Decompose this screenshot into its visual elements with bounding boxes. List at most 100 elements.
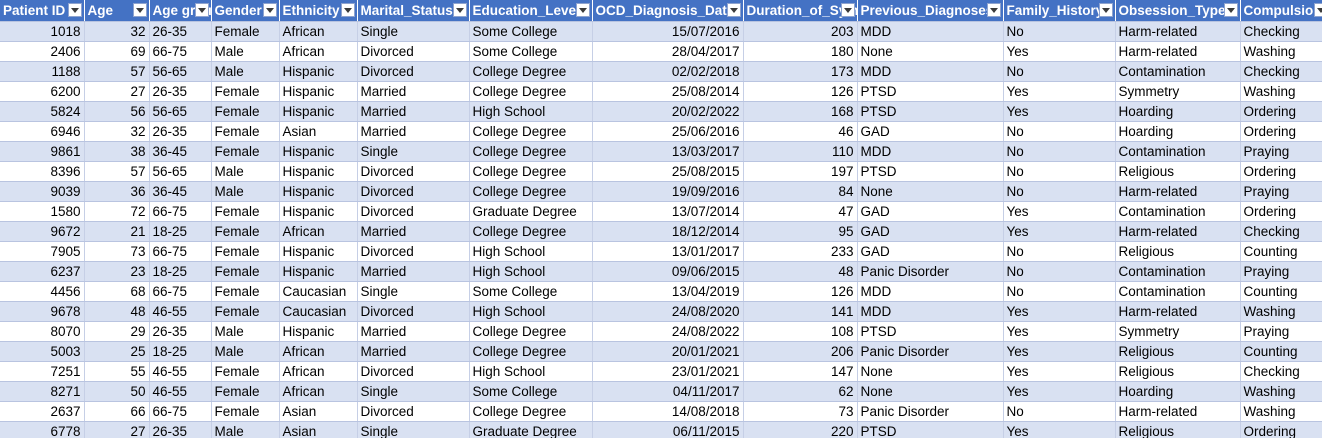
cell[interactable]: 29 (84, 321, 150, 342)
cell[interactable]: 110 (743, 141, 858, 162)
column-header-4[interactable]: Ethnicity (279, 0, 358, 22)
cell[interactable]: College Degree (469, 341, 593, 362)
cell[interactable]: Ordering (1240, 201, 1322, 222)
cell[interactable]: Checking (1240, 221, 1322, 242)
column-header-10[interactable]: Family_History (1003, 0, 1116, 22)
cell[interactable]: 38 (84, 141, 150, 162)
filter-dropdown-icon[interactable] (1223, 3, 1238, 17)
cell[interactable]: 18-25 (149, 221, 212, 242)
cell[interactable]: 55 (84, 361, 150, 382)
cell[interactable]: Counting (1240, 281, 1322, 302)
filter-dropdown-icon[interactable] (1098, 3, 1113, 17)
cell[interactable]: College Degree (469, 81, 593, 102)
cell[interactable]: Checking (1240, 21, 1322, 42)
cell[interactable]: 32 (84, 121, 150, 142)
cell[interactable]: 23 (84, 261, 150, 282)
cell[interactable]: Female (211, 81, 280, 102)
cell[interactable]: Hoarding (1115, 121, 1241, 142)
cell[interactable]: PTSD (857, 321, 1004, 342)
cell[interactable]: Washing (1240, 81, 1322, 102)
cell[interactable]: 25/08/2014 (592, 81, 744, 102)
cell[interactable]: College Degree (469, 321, 593, 342)
cell[interactable]: MDD (857, 21, 1004, 42)
cell[interactable]: African (279, 41, 358, 62)
cell[interactable]: Religious (1115, 161, 1241, 182)
cell[interactable]: African (279, 221, 358, 242)
cell[interactable]: 66-75 (149, 201, 212, 222)
cell[interactable]: College Degree (469, 181, 593, 202)
filter-dropdown-icon[interactable] (262, 3, 277, 17)
cell[interactable]: Female (211, 121, 280, 142)
cell[interactable]: Religious (1115, 241, 1241, 262)
cell[interactable]: 46-55 (149, 361, 212, 382)
cell[interactable]: 173 (743, 61, 858, 82)
cell[interactable]: Yes (1003, 301, 1116, 322)
cell[interactable]: 57 (84, 161, 150, 182)
cell[interactable]: 9861 (0, 141, 85, 162)
cell[interactable]: Some College (469, 21, 593, 42)
cell[interactable]: Some College (469, 41, 593, 62)
cell[interactable]: Yes (1003, 421, 1116, 438)
cell[interactable]: 126 (743, 281, 858, 302)
cell[interactable]: 8271 (0, 381, 85, 402)
filter-dropdown-icon[interactable] (840, 3, 855, 17)
cell[interactable]: 19/09/2016 (592, 181, 744, 202)
cell[interactable]: 8070 (0, 321, 85, 342)
cell[interactable]: 25/06/2016 (592, 121, 744, 142)
cell[interactable]: 95 (743, 221, 858, 242)
cell[interactable]: 21 (84, 221, 150, 242)
column-header-2[interactable]: Age group (149, 0, 212, 22)
cell[interactable]: 48 (743, 261, 858, 282)
cell[interactable]: Male (211, 321, 280, 342)
cell[interactable]: 13/07/2014 (592, 201, 744, 222)
cell[interactable]: Female (211, 241, 280, 262)
cell[interactable]: No (1003, 161, 1116, 182)
cell[interactable]: Hispanic (279, 321, 358, 342)
cell[interactable]: 24/08/2020 (592, 301, 744, 322)
cell[interactable]: No (1003, 281, 1116, 302)
cell[interactable]: 06/11/2015 (592, 421, 744, 438)
cell[interactable]: Married (357, 81, 470, 102)
cell[interactable]: Male (211, 161, 280, 182)
cell[interactable]: High School (469, 301, 593, 322)
cell[interactable]: No (1003, 141, 1116, 162)
cell[interactable]: No (1003, 241, 1116, 262)
cell[interactable]: Asian (279, 401, 358, 422)
cell[interactable]: College Degree (469, 221, 593, 242)
filter-dropdown-icon[interactable] (726, 3, 741, 17)
cell[interactable]: 66-75 (149, 241, 212, 262)
cell[interactable]: College Degree (469, 121, 593, 142)
cell[interactable]: Counting (1240, 241, 1322, 262)
cell[interactable]: GAD (857, 221, 1004, 242)
cell[interactable]: High School (469, 261, 593, 282)
cell[interactable]: Female (211, 381, 280, 402)
cell[interactable]: Panic Disorder (857, 261, 1004, 282)
cell[interactable]: 04/11/2017 (592, 381, 744, 402)
cell[interactable]: Ordering (1240, 101, 1322, 122)
cell[interactable]: 13/04/2019 (592, 281, 744, 302)
cell[interactable]: Hispanic (279, 141, 358, 162)
cell[interactable]: PTSD (857, 101, 1004, 122)
cell[interactable]: 73 (84, 241, 150, 262)
cell[interactable]: PTSD (857, 81, 1004, 102)
cell[interactable]: 6778 (0, 421, 85, 438)
cell[interactable]: Ordering (1240, 121, 1322, 142)
cell[interactable]: Single (357, 281, 470, 302)
cell[interactable]: Female (211, 221, 280, 242)
cell[interactable]: 46-55 (149, 381, 212, 402)
cell[interactable]: 66-75 (149, 281, 212, 302)
cell[interactable]: 2637 (0, 401, 85, 422)
cell[interactable]: Religious (1115, 421, 1241, 438)
cell[interactable]: Female (211, 361, 280, 382)
cell[interactable]: 18-25 (149, 261, 212, 282)
cell[interactable]: 73 (743, 401, 858, 422)
cell[interactable]: Hoarding (1115, 101, 1241, 122)
cell[interactable]: Married (357, 221, 470, 242)
cell[interactable]: 24/08/2022 (592, 321, 744, 342)
cell[interactable]: 6237 (0, 261, 85, 282)
cell[interactable]: Married (357, 121, 470, 142)
cell[interactable]: 27 (84, 81, 150, 102)
cell[interactable]: 7905 (0, 241, 85, 262)
cell[interactable]: Asian (279, 421, 358, 438)
cell[interactable]: Symmetry (1115, 81, 1241, 102)
